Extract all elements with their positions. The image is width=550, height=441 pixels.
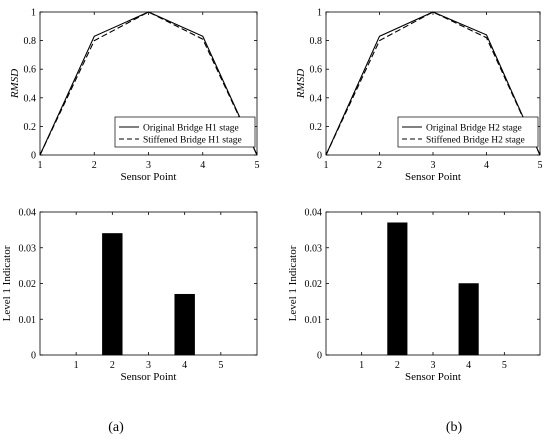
x-tick-label: 5 — [255, 160, 260, 171]
x-tick-label: 1 — [359, 360, 364, 371]
panel-label-a: (a) — [108, 420, 124, 435]
y-axis-label: RMSD — [9, 69, 21, 99]
y-tick-label: 0.03 — [305, 243, 323, 254]
bar-4 — [174, 293, 195, 356]
y-tick-label: 0 — [317, 151, 322, 162]
x-tick-label: 5 — [218, 360, 223, 371]
x-tick-label: 3 — [431, 160, 436, 171]
x-axis-label: Sensor Point — [121, 371, 177, 383]
x-tick-label: 5 — [502, 360, 507, 371]
y-tick-label: 0.6 — [24, 65, 37, 76]
panel-label-b: (b) — [445, 420, 463, 435]
bar-2 — [102, 233, 123, 356]
x-tick-label: 4 — [182, 360, 187, 371]
y-tick-label: 0.2 — [310, 122, 323, 133]
series-line-2 — [39, 11, 258, 156]
x-tick-label: 2 — [395, 360, 400, 371]
x-tick-label: 4 — [466, 360, 471, 371]
x-tick-label: 1 — [74, 360, 79, 371]
series-line-1 — [325, 11, 541, 156]
legend-label: Original Bridge H1 stage — [143, 124, 239, 134]
y-tick-label: 0.8 — [24, 36, 37, 47]
x-tick-label: 2 — [92, 160, 97, 171]
x-tick-label: 1 — [38, 160, 43, 171]
bar-4 — [458, 283, 479, 356]
y-tick-label: 0.4 — [310, 93, 323, 104]
x-tick-label: 3 — [146, 360, 151, 371]
y-axis-label: RMSD — [295, 69, 307, 99]
y-tick-label: 0 — [31, 151, 36, 162]
legend-box — [114, 116, 256, 148]
series-line-1 — [39, 11, 258, 156]
legend-label: Original Bridge H2 stage — [426, 124, 522, 134]
x-axis-label: Sensor Point — [121, 171, 177, 183]
x-tick-label: 2 — [110, 360, 115, 371]
legend-label: Stiffened Bridge H1 stage — [143, 135, 242, 146]
y-tick-label: 0.04 — [19, 208, 37, 219]
chart-4: 0 0.01 0.02 0.03 0.04 1 2 3 4 5 Sensor Point Level … — [287, 208, 541, 383]
y-axis-label: Level 1 Indicator — [287, 245, 299, 321]
y-tick-label: 0.04 — [305, 208, 323, 219]
chart-2: 0 0.2 0.4 0.6 0.8 1 1 2 3 4 5 Sensor Point RMSD Origi… — [295, 8, 543, 184]
x-tick-label: 4 — [200, 160, 205, 171]
y-tick-label: 0.02 — [305, 279, 323, 290]
plot-frame — [325, 211, 541, 356]
legend-box — [397, 116, 539, 148]
y-tick-label: 1 — [31, 8, 36, 19]
x-tick-label: 1 — [324, 160, 329, 171]
x-tick-label: 4 — [484, 160, 489, 171]
y-tick-label: 0.8 — [310, 36, 323, 47]
y-tick-label: 0.01 — [19, 315, 37, 326]
chart-3: 0 0.01 0.02 0.03 0.04 1 2 3 4 5 Sensor Point Level … — [1, 208, 258, 383]
x-tick-label: 3 — [431, 360, 436, 371]
y-tick-label: 0.2 — [24, 122, 37, 133]
chart-1: 0 0.2 0.4 0.6 0.8 1 1 2 3 4 5 Sensor Point RMSD Origi… — [9, 8, 260, 184]
bar-2 — [387, 222, 408, 356]
y-tick-label: 0.02 — [19, 279, 37, 290]
y-tick-label: 0.01 — [305, 315, 323, 326]
x-tick-label: 2 — [377, 160, 382, 171]
x-tick-label: 3 — [146, 160, 151, 171]
y-tick-label: 0 — [317, 351, 322, 362]
y-tick-label: 0 — [31, 351, 36, 362]
y-tick-label: 0.6 — [310, 65, 323, 76]
plot-frame — [39, 211, 258, 356]
x-tick-label: 5 — [538, 160, 543, 171]
x-axis-label: Sensor Point — [405, 371, 461, 383]
y-tick-label: 0.03 — [19, 243, 37, 254]
x-axis-label: Sensor Point — [405, 171, 461, 183]
legend-label: Stiffened Bridge H2 stage — [426, 135, 525, 146]
y-axis-label: Level 1 Indicator — [1, 245, 13, 321]
y-tick-label: 1 — [317, 8, 322, 19]
series-line-2 — [325, 11, 541, 156]
y-tick-label: 0.4 — [24, 93, 37, 104]
